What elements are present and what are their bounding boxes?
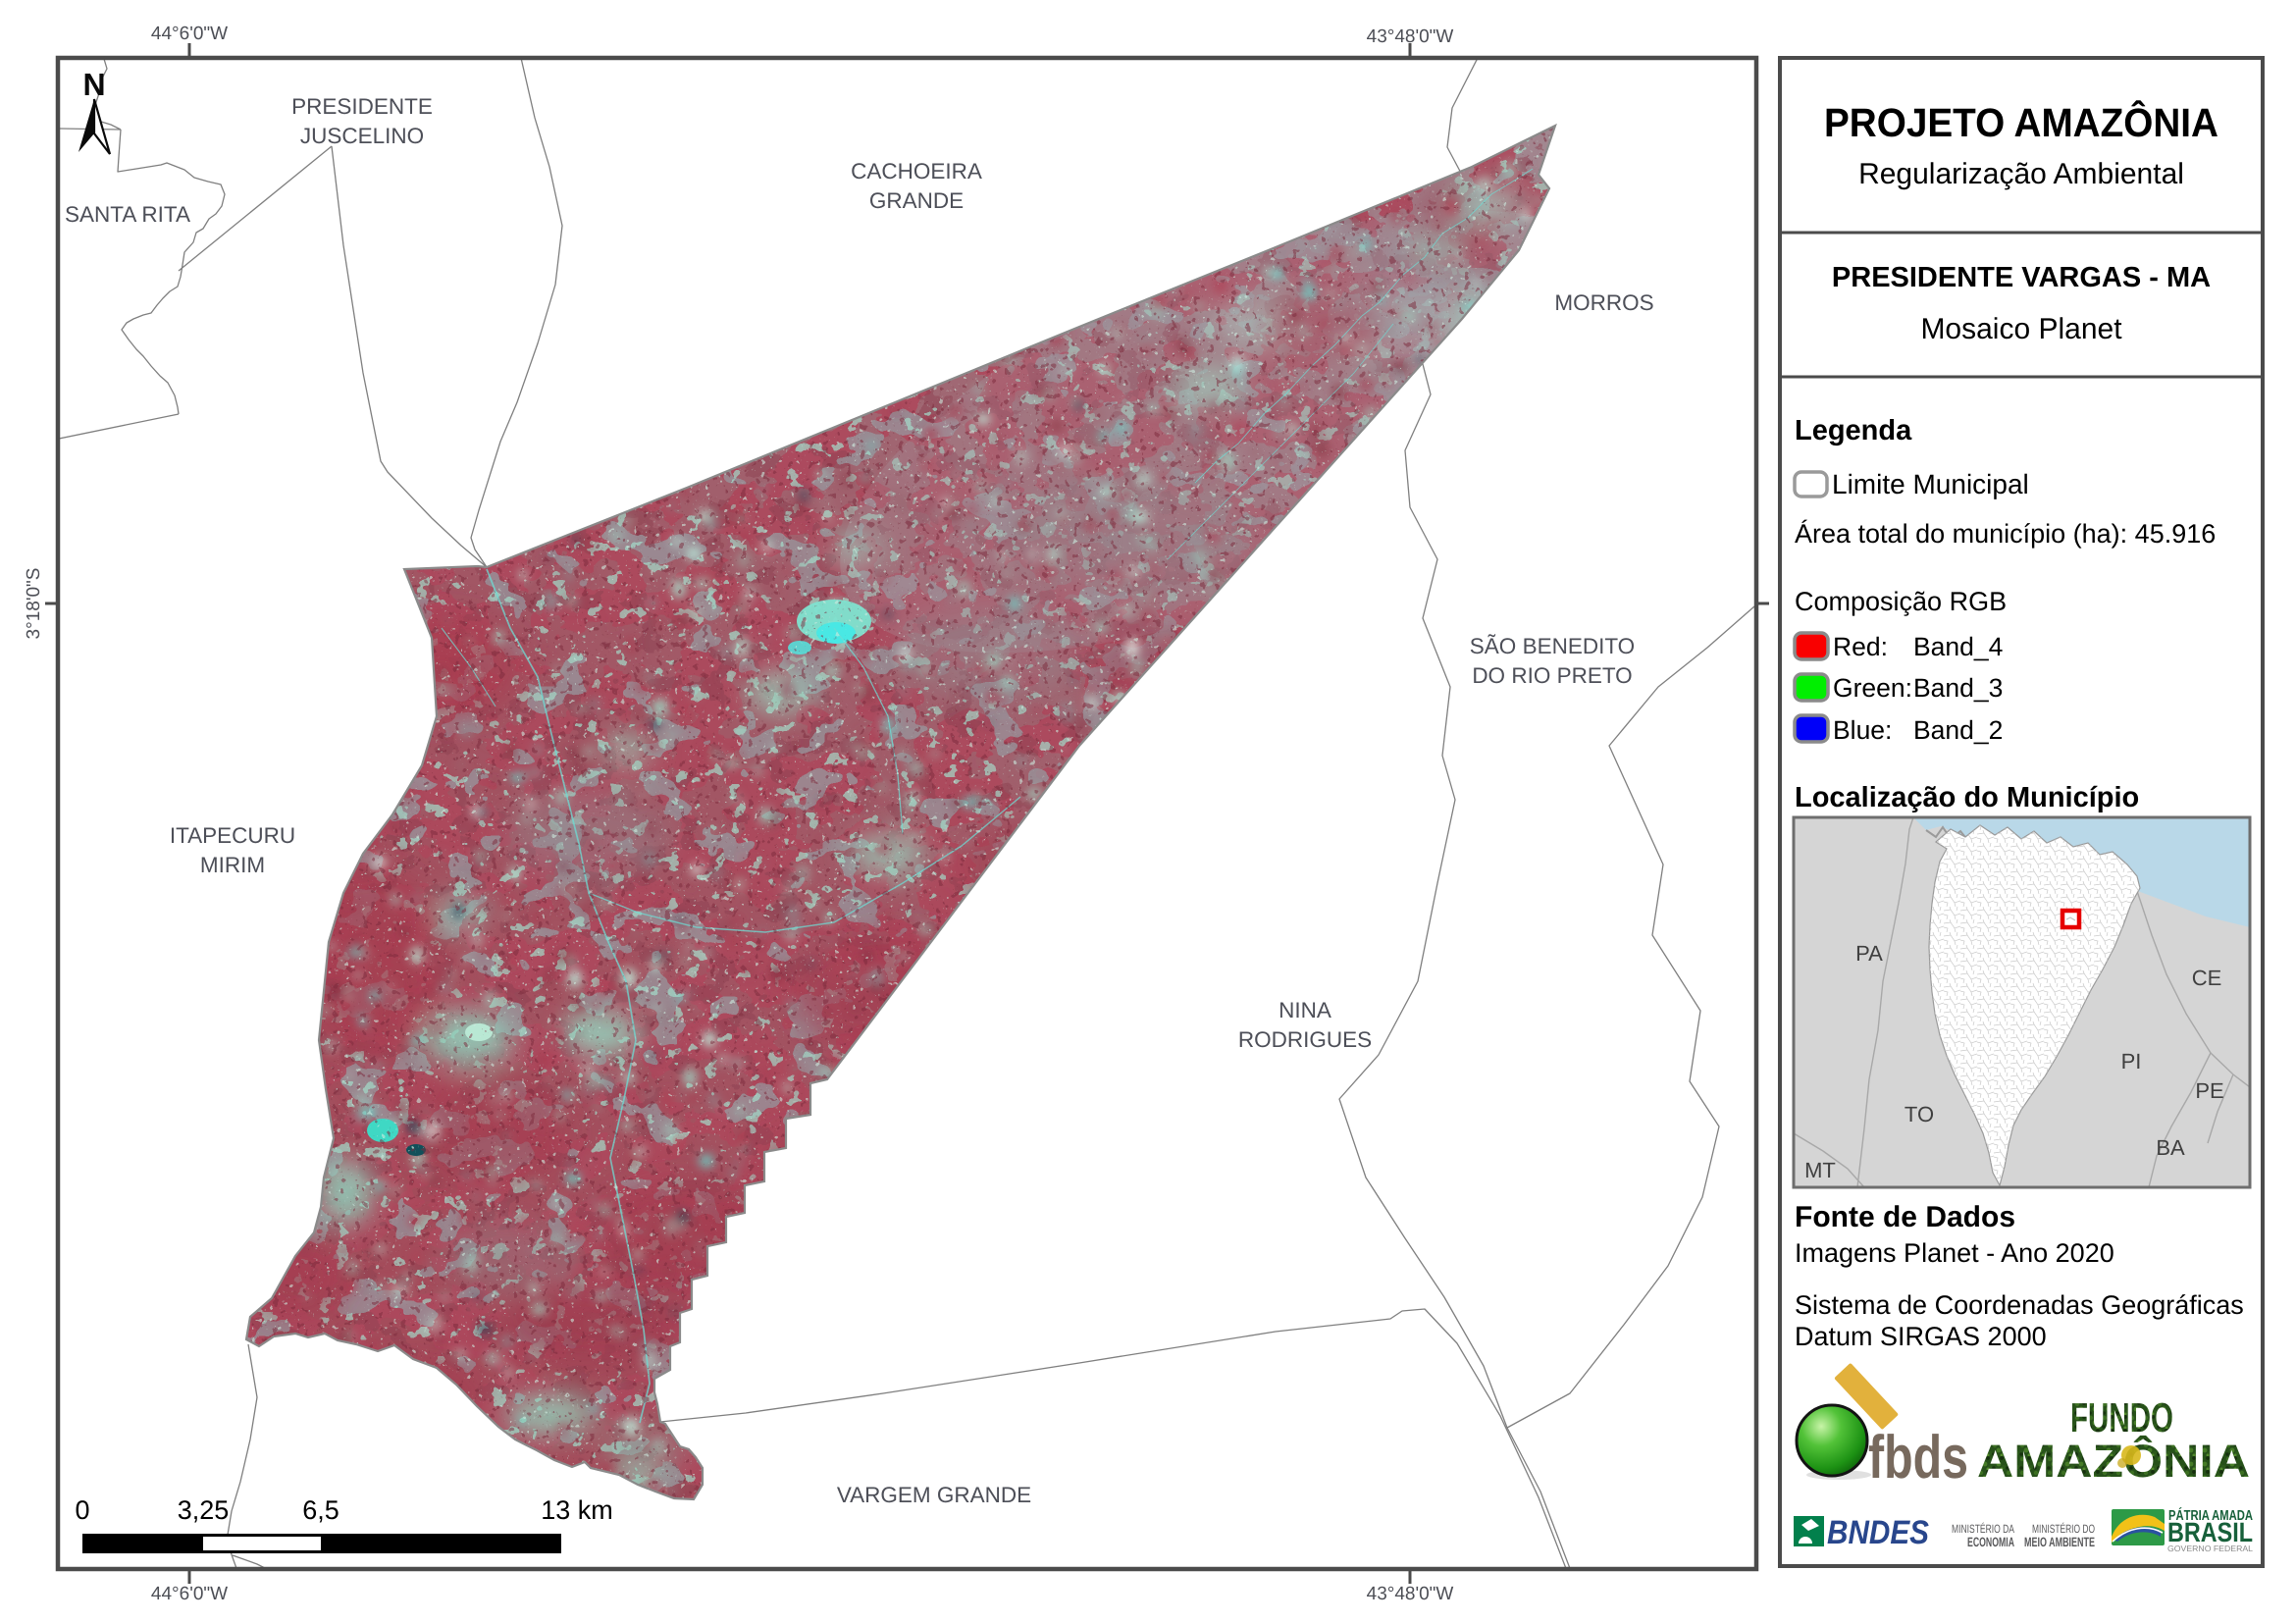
svg-text:13 km: 13 km [541, 1495, 613, 1525]
svg-text:3°18'0"S: 3°18'0"S [24, 568, 44, 640]
svg-text:BNDES: BNDES [1827, 1514, 1929, 1551]
svg-text:GRANDE: GRANDE [869, 188, 964, 213]
svg-text:MORROS: MORROS [1554, 290, 1653, 315]
svg-text:Mosaico Planet: Mosaico Planet [1920, 313, 2122, 345]
svg-text:fbds: fbds [1868, 1424, 1968, 1492]
svg-text:MINISTÉRIO DA: MINISTÉRIO DA [1952, 1522, 2014, 1536]
svg-text:Blue:: Blue: [1833, 715, 1892, 745]
svg-text:NINA: NINA [1278, 998, 1331, 1022]
svg-text:PROJETO AMAZÔNIA: PROJETO AMAZÔNIA [1824, 100, 2218, 145]
svg-text:TO: TO [1905, 1102, 1934, 1126]
svg-text:ITAPECURU: ITAPECURU [170, 823, 295, 848]
svg-text:6,5: 6,5 [302, 1495, 339, 1525]
svg-text:Imagens Planet - Ano 2020: Imagens Planet - Ano 2020 [1795, 1238, 2114, 1268]
svg-text:43°48'0"W: 43°48'0"W [1367, 1584, 1454, 1604]
svg-text:VARGEM GRANDE: VARGEM GRANDE [837, 1483, 1031, 1507]
svg-text:Red:: Red: [1833, 632, 1888, 661]
svg-text:Legenda: Legenda [1795, 415, 1912, 446]
svg-text:Área total do município (ha):: Área total do município (ha): 45.916 [1795, 519, 2216, 549]
svg-text:Band_4: Band_4 [1913, 632, 2003, 661]
svg-text:MIRIM: MIRIM [200, 853, 265, 877]
svg-text:Limite Municipal: Limite Municipal [1832, 469, 2029, 499]
svg-text:MEIO AMBIENTE: MEIO AMBIENTE [2024, 1535, 2095, 1549]
svg-text:BRASIL: BRASIL [2167, 1517, 2253, 1547]
svg-text:3,25: 3,25 [178, 1495, 230, 1525]
svg-text:ECONOMIA: ECONOMIA [1967, 1535, 2014, 1549]
svg-text:JUSCELINO: JUSCELINO [300, 124, 424, 148]
svg-text:BA: BA [2156, 1135, 2185, 1160]
svg-text:0: 0 [75, 1495, 89, 1525]
svg-text:Composição RGB: Composição RGB [1795, 587, 2007, 616]
svg-text:PRESIDENTE VARGAS - MA: PRESIDENTE VARGAS - MA [1832, 262, 2211, 293]
svg-text:FUNDO: FUNDO [2070, 1394, 2173, 1440]
svg-text:PI: PI [2121, 1049, 2142, 1073]
svg-text:SÃO BENEDITO: SÃO BENEDITO [1470, 634, 1635, 658]
svg-text:AMAZÔNIA: AMAZÔNIA [1977, 1435, 2250, 1487]
svg-text:PA: PA [1855, 941, 1883, 966]
svg-text:DO RIO PRETO: DO RIO PRETO [1472, 663, 1632, 688]
svg-text:SANTA RITA: SANTA RITA [65, 202, 190, 227]
svg-text:N: N [82, 67, 105, 102]
svg-text:Green:: Green: [1833, 673, 1912, 703]
svg-text:RODRIGUES: RODRIGUES [1238, 1027, 1372, 1052]
svg-text:Datum SIRGAS 2000: Datum SIRGAS 2000 [1795, 1322, 2047, 1351]
svg-text:CACHOEIRA: CACHOEIRA [851, 159, 982, 183]
svg-text:Regularização Ambiental: Regularização Ambiental [1858, 158, 2184, 190]
svg-text:PÁTRIA AMADA: PÁTRIA AMADA [2168, 1507, 2253, 1524]
svg-text:GOVERNO FEDERAL: GOVERNO FEDERAL [2167, 1544, 2253, 1553]
svg-text:CE: CE [2192, 966, 2222, 990]
svg-text:43°48'0"W: 43°48'0"W [1367, 26, 1454, 47]
svg-text:Band_2: Band_2 [1913, 715, 2003, 745]
svg-text:PE: PE [2195, 1078, 2223, 1103]
svg-text:44°6'0"W: 44°6'0"W [151, 1584, 228, 1604]
svg-text:PRESIDENTE: PRESIDENTE [291, 94, 433, 119]
svg-text:Sistema de Coordenadas Geográf: Sistema de Coordenadas Geográficas [1795, 1290, 2244, 1320]
svg-text:MINISTÉRIO DO: MINISTÉRIO DO [2032, 1522, 2095, 1536]
svg-text:MT: MT [1804, 1158, 1836, 1182]
svg-text:44°6'0"W: 44°6'0"W [151, 24, 228, 44]
svg-text:Localização do Município: Localização do Município [1795, 782, 2139, 813]
svg-text:Fonte de Dados: Fonte de Dados [1795, 1201, 2015, 1233]
svg-text:Band_3: Band_3 [1913, 673, 2003, 703]
